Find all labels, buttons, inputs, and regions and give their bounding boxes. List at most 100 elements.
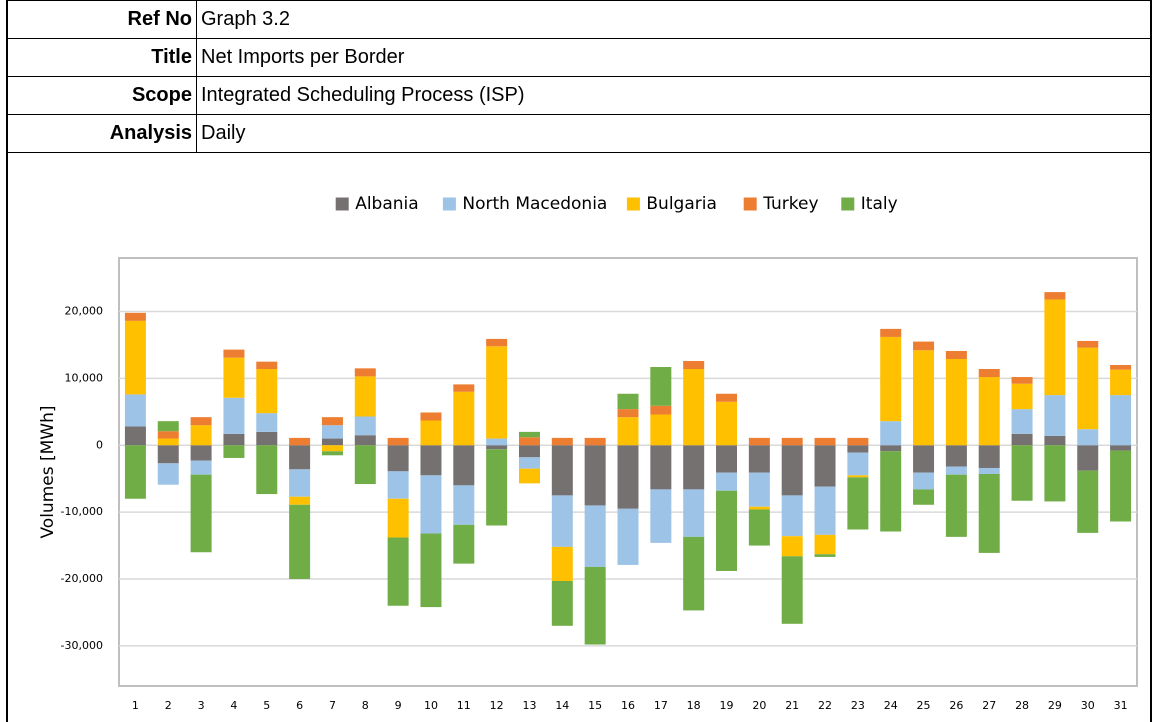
x-tick-label: 13 <box>522 699 536 712</box>
x-tick-label: 29 <box>1048 699 1062 712</box>
header-label: Scope <box>8 76 197 115</box>
header-row: Ref No Graph 3.2 <box>8 0 1150 39</box>
bar-segment <box>584 437 606 446</box>
bar-segment <box>190 460 212 475</box>
bar-segment <box>223 397 245 434</box>
bar-segment <box>617 409 639 418</box>
bar-segment <box>1077 347 1099 430</box>
bar-segment <box>124 445 146 499</box>
bar-segment <box>420 420 442 446</box>
x-tick-label: 26 <box>949 699 963 712</box>
bar-segment <box>880 421 902 446</box>
bar-segment <box>814 445 836 487</box>
bar-segment <box>387 537 409 606</box>
bar-segment <box>518 431 540 438</box>
bar-segment <box>584 505 606 567</box>
bar-segment <box>321 445 343 452</box>
x-tick-label: 9 <box>395 699 402 712</box>
bar-segment <box>1077 445 1099 471</box>
legend-label: Italy <box>861 194 898 214</box>
bar-segment <box>945 466 967 475</box>
bar-segment <box>551 581 573 626</box>
bar-segment <box>551 495 573 547</box>
bar-segment <box>814 437 836 446</box>
bar-segment <box>124 312 146 321</box>
bar-segment <box>1110 365 1132 370</box>
bar-segment <box>650 414 672 446</box>
bar-segment <box>683 360 705 370</box>
legend-swatch <box>334 196 350 212</box>
bar-segment <box>1011 409 1033 434</box>
bar-segment <box>913 350 935 446</box>
bar-segment <box>1011 433 1033 446</box>
x-tick-label: 12 <box>490 699 504 712</box>
bar-segment <box>486 449 508 526</box>
bar-segment <box>486 346 508 439</box>
legend-label: Turkey <box>762 194 818 214</box>
bar-segment <box>814 534 836 555</box>
bar-segment <box>321 438 343 446</box>
bar-segment <box>814 554 836 557</box>
header-label: Analysis <box>8 114 197 153</box>
chart: -30,000 -20,000 -10,000 0 10,000 20,000 Volume… <box>38 194 1138 712</box>
x-tick-label: 25 <box>917 699 931 712</box>
bar-segment <box>1044 435 1066 446</box>
page: Ref No Graph 3.2 Title Net Imports per Bord… <box>6 0 1152 722</box>
bar-segment <box>978 474 1000 553</box>
x-tick-label: 24 <box>884 699 898 712</box>
bar-segment <box>256 369 278 414</box>
bar-segment <box>321 425 343 439</box>
bar-segment <box>453 445 475 486</box>
bar-segment <box>781 495 803 537</box>
bar-segment <box>847 477 869 530</box>
bar-segment <box>683 369 705 446</box>
bar-segment <box>256 445 278 495</box>
header-label: Ref No <box>8 0 197 39</box>
bar-segment <box>847 445 869 453</box>
bar-segment <box>650 489 672 543</box>
bar-segment <box>256 413 278 432</box>
bar-segment <box>486 438 508 446</box>
bar-segment <box>321 451 343 456</box>
bar-segment <box>518 457 540 469</box>
bar-segment <box>913 472 935 490</box>
bar-segment <box>1077 340 1099 348</box>
bar-segment <box>748 437 770 446</box>
bar-segment <box>683 445 705 490</box>
bar-segment <box>551 437 573 446</box>
bar-segment <box>847 452 869 476</box>
legend-label: Albania <box>355 194 418 214</box>
x-tick-label: 14 <box>555 699 569 712</box>
bar-segment <box>289 437 311 446</box>
legend-swatch <box>742 196 758 212</box>
legend-label: North Macedonia <box>462 194 607 214</box>
bar-segment <box>1110 369 1132 396</box>
bar-segment <box>1011 377 1033 384</box>
bar-segment <box>748 509 770 546</box>
bar-segment <box>1110 450 1132 522</box>
bar-segment <box>354 376 376 417</box>
y-tick-label: 20,000 <box>65 305 104 318</box>
bar-segment <box>814 486 836 535</box>
bar-segment <box>289 504 311 579</box>
bar-segment <box>157 431 179 439</box>
x-tick-label: 20 <box>752 699 766 712</box>
x-tick-label: 11 <box>457 699 471 712</box>
bar-segment <box>1110 445 1132 451</box>
bar-segment <box>190 425 212 446</box>
y-tick-label: -20,000 <box>61 572 103 585</box>
bar-segment <box>551 445 573 496</box>
y-tick-label: 0 <box>96 438 103 451</box>
bar-segment <box>1044 445 1066 502</box>
x-tick-label: 1 <box>132 699 139 712</box>
bar-segment <box>847 475 869 478</box>
bar-segment <box>321 417 343 426</box>
bar-segment <box>617 445 639 509</box>
bar-segment <box>420 445 442 476</box>
bar-segment <box>289 445 311 470</box>
bar-segment <box>617 417 639 446</box>
header-value: Integrated Scheduling Process (ISP) <box>196 76 1150 115</box>
bar-segment <box>387 471 409 499</box>
header-row: Analysis Daily <box>8 114 1150 153</box>
bar-segment <box>1077 429 1099 446</box>
